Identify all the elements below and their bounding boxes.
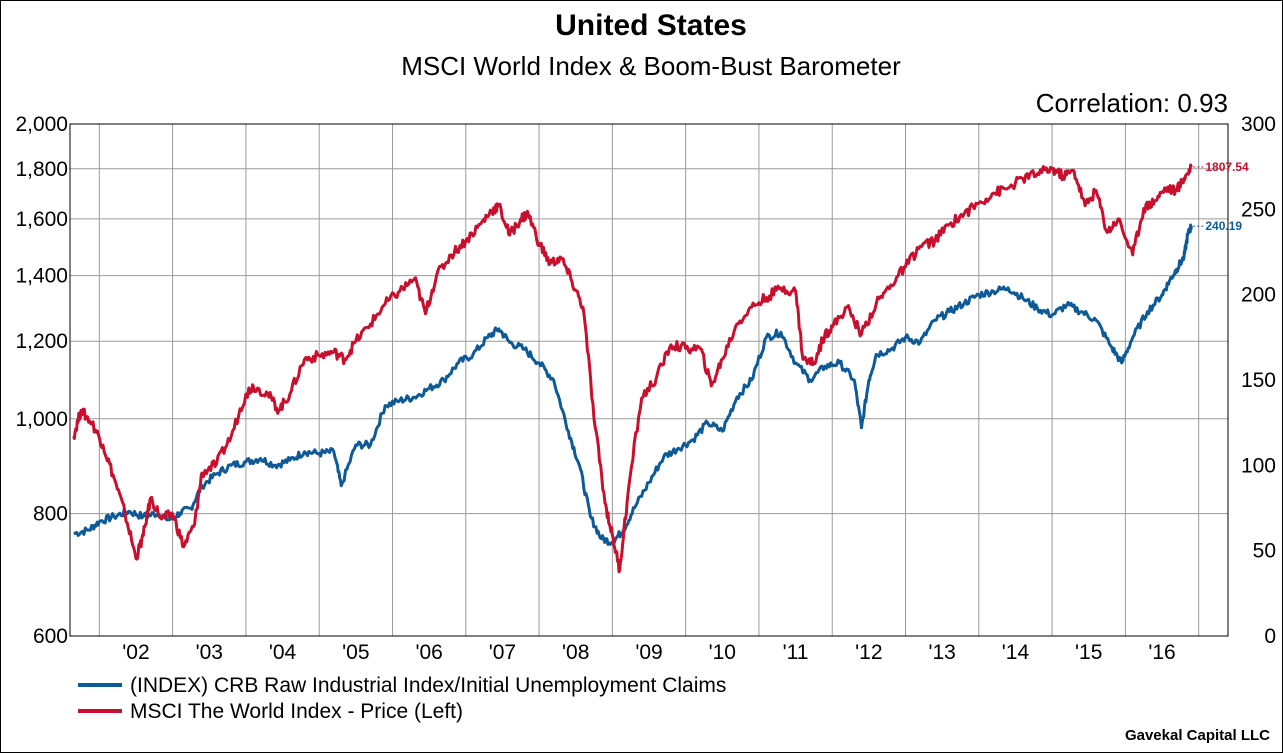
series-end-labels: 240.19 1807.54 [1193, 160, 1249, 233]
x-axis-ticks: '02 '03 '04 '05 '06 '07 '08 '09 '10 '11 '12 '13 '14 '… [122, 641, 1175, 664]
left-axis-ticks: 600 800 1,000 1,200 1,400 1,600 1,800 2,000 [15, 113, 68, 648]
right-tick-label: 0 [1264, 625, 1276, 648]
plot-area-border [69, 123, 1229, 637]
chart-title: United States [555, 9, 747, 42]
left-tick-label: 2,000 [15, 113, 68, 136]
grid-lines [70, 123, 1228, 637]
right-tick-label: 100 [1241, 454, 1276, 477]
x-tick-label: '10 [709, 641, 736, 664]
x-tick-label: '11 [783, 641, 809, 664]
legend-label-msci: MSCI The World Index - Price (Left) [130, 700, 463, 723]
left-tick-label: 1,600 [15, 208, 68, 231]
chart-subtitle: MSCI World Index & Boom-Bust Barometer [401, 51, 901, 81]
series-line-msci [72, 163, 1193, 574]
source-credit: Gavekal Capital LLC [1125, 727, 1270, 744]
end-label-index: 240.19 [1205, 219, 1242, 233]
x-tick-label: '07 [489, 641, 516, 664]
x-tick-label: '09 [635, 641, 662, 664]
legend-label-index: (INDEX) CRB Raw Industrial Index/Initial… [130, 674, 726, 697]
x-tick-label: '12 [855, 641, 882, 664]
x-tick-label: '02 [122, 641, 149, 664]
x-tick-label: '04 [269, 641, 297, 664]
legend: (INDEX) CRB Raw Industrial Index/Initial… [78, 674, 726, 723]
x-tick-label: '15 [1075, 641, 1102, 664]
left-tick-label: 1,200 [15, 330, 68, 353]
right-tick-label: 50 [1253, 540, 1276, 563]
x-tick-label: '05 [342, 641, 369, 664]
right-tick-label: 200 [1241, 284, 1276, 307]
left-tick-label: 1,800 [15, 158, 68, 181]
series-line-index [73, 223, 1193, 546]
left-tick-label: 1,000 [15, 408, 68, 431]
left-tick-label: 1,400 [15, 265, 68, 288]
x-tick-label: '03 [196, 641, 223, 664]
right-tick-label: 150 [1241, 369, 1276, 392]
end-label-msci: 1807.54 [1205, 160, 1249, 174]
x-tick-label: '14 [1002, 641, 1030, 664]
right-tick-label: 300 [1241, 113, 1276, 136]
right-tick-label: 250 [1241, 198, 1276, 221]
correlation-annotation: Correlation: 0.93 [1036, 88, 1228, 118]
x-tick-label: '06 [415, 641, 442, 664]
left-tick-label: 600 [33, 625, 68, 648]
right-axis-ticks: 0 50 100 150 200 250 300 [1241, 113, 1276, 648]
series-lines [72, 163, 1193, 574]
x-tick-label: '08 [562, 641, 589, 664]
left-tick-label: 800 [33, 503, 68, 526]
x-tick-label: '13 [928, 641, 955, 664]
x-tick-label: '16 [1148, 641, 1175, 664]
